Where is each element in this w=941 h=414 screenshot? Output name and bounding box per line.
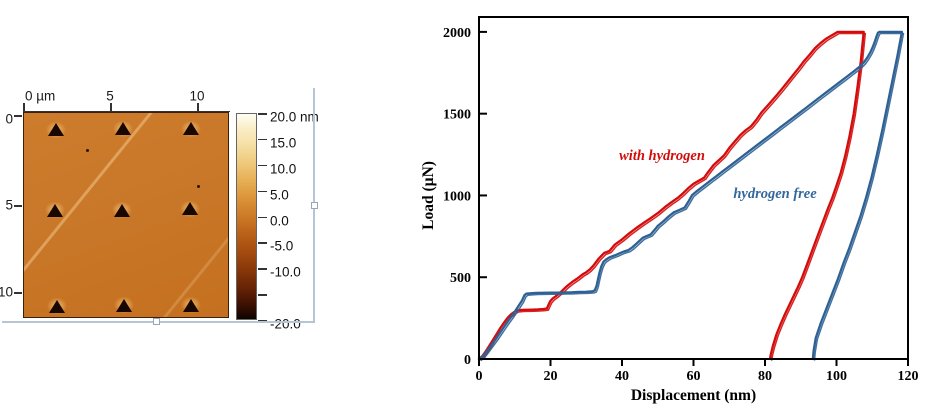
colorbar-tick xyxy=(258,190,267,193)
annotation-with-hydrogen: with hydrogen xyxy=(619,148,705,164)
x-tick-label: 80 xyxy=(758,369,772,384)
indent-triangle xyxy=(183,298,200,312)
y-tick-label: 1500 xyxy=(443,108,471,123)
colorbar-value-label: 15.0 xyxy=(270,135,297,151)
indent-marker xyxy=(109,116,137,141)
indent-triangle xyxy=(116,298,133,312)
selection-handle-right[interactable] xyxy=(311,202,318,209)
colorbar-tick xyxy=(258,216,267,218)
indent-marker xyxy=(107,198,136,222)
afm-panel: 0 µm 5 10 0 5 10 20.0 nm 15.0 10.0 5.0 0.0 -5.0 -1… xyxy=(0,0,360,414)
y-tick-label: 0 xyxy=(464,353,471,368)
colorbar-value-label: -20.0 xyxy=(270,316,301,332)
colorbar-tick xyxy=(258,113,267,115)
colorbar-tick xyxy=(258,242,267,244)
x-tick-label: 40 xyxy=(615,369,629,384)
indent-triangle xyxy=(115,122,131,136)
series-with-hydrogen xyxy=(477,30,865,361)
indent-marker xyxy=(177,293,206,317)
colorbar-value-label: -10.0 xyxy=(270,264,301,280)
series-with-hydrogen-repeat xyxy=(480,32,867,362)
x-tick-label: 60 xyxy=(687,369,701,384)
y-tick-label: 1000 xyxy=(443,189,471,204)
afm-y-tick xyxy=(14,292,22,294)
series-hydrogen-free-repeat xyxy=(480,32,905,362)
afm-y-tick xyxy=(14,115,22,117)
afm-colorbar xyxy=(236,113,257,320)
plot-frame xyxy=(478,16,909,360)
colorbar-tick xyxy=(258,320,267,322)
indent-triangle xyxy=(181,202,198,216)
afm-x-tick xyxy=(110,103,112,111)
colorbar-tick xyxy=(258,294,267,296)
indent-triangle xyxy=(48,123,65,137)
colorbar-value-label: 0.0 xyxy=(270,213,289,228)
colorbar-tick xyxy=(258,164,267,167)
x-tick-label: 0 xyxy=(476,369,483,384)
indent-triangle xyxy=(49,299,66,313)
x-tick-label: 20 xyxy=(544,369,558,384)
indent-marker xyxy=(175,196,204,221)
indent-triangle xyxy=(183,122,200,136)
debris-dot xyxy=(197,185,201,189)
colorbar-value-label: 20.0 nm xyxy=(270,109,319,125)
afm-y-tick-label: 0 xyxy=(5,111,13,127)
afm-y-tick-label: 10 xyxy=(0,284,13,300)
colorbar-value-label: 5.0 xyxy=(270,187,289,203)
indent-marker xyxy=(177,116,206,141)
colorbar-value-label: 10.0 xyxy=(270,161,297,177)
selection-handle-bottom[interactable] xyxy=(153,318,160,325)
afm-x-tick xyxy=(197,103,199,111)
colorbar-value-label: -5.0 xyxy=(270,238,294,254)
indent-marker xyxy=(42,117,71,142)
x-axis-title: Displacement (nm) xyxy=(631,387,756,404)
indent-marker xyxy=(110,293,139,317)
y-axis-title: Load (µN) xyxy=(420,161,437,230)
annotation-hydrogen-free: hydrogen free xyxy=(733,186,817,202)
series-hydrogen-free xyxy=(477,30,904,361)
afm-x-tick-label: 5 xyxy=(106,88,114,104)
x-tick-label: 120 xyxy=(898,369,919,384)
y-tick-label: 500 xyxy=(450,271,471,286)
x-tick-label: 100 xyxy=(826,369,847,384)
afm-image xyxy=(23,112,229,318)
indent-triangle xyxy=(46,203,63,217)
afm-x-tick-label: 0 µm xyxy=(25,88,56,104)
colorbar-tick xyxy=(258,138,267,141)
afm-x-tick-label: 10 xyxy=(189,88,205,104)
y-tick-label: 2000 xyxy=(443,26,471,41)
indent-marker xyxy=(43,294,72,317)
colorbar-tick xyxy=(258,268,267,270)
afm-x-tick xyxy=(23,103,25,111)
indent-triangle xyxy=(113,203,130,217)
debris-dot xyxy=(85,148,89,152)
indent-marker xyxy=(40,198,69,222)
afm-y-tick-label: 5 xyxy=(5,197,13,213)
afm-top-axis-line xyxy=(23,110,230,112)
afm-y-tick xyxy=(14,205,22,207)
